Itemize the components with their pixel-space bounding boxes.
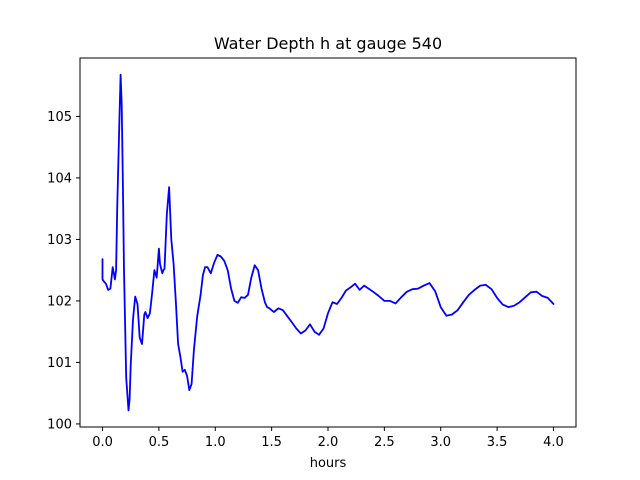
chart-title: Water Depth h at gauge 540 bbox=[214, 34, 442, 53]
x-tick-label: 4.0 bbox=[543, 435, 564, 450]
y-tick-label: 103 bbox=[47, 233, 72, 248]
x-tick-label: 2.0 bbox=[318, 435, 339, 450]
y-tick-label: 104 bbox=[47, 171, 72, 186]
x-tick-label: 3.0 bbox=[430, 435, 451, 450]
x-tick-label: 3.5 bbox=[487, 435, 508, 450]
x-tick-label: 0.0 bbox=[92, 435, 113, 450]
plot-frame bbox=[79, 57, 577, 428]
x-axis: 0.0 0.5 1.0 1.5 2.0 2.5 3.0 3.5 4.0 bbox=[92, 427, 564, 450]
y-tick-label: 102 bbox=[47, 294, 72, 309]
y-tick-label: 105 bbox=[47, 110, 72, 125]
y-tick-label: 101 bbox=[47, 356, 72, 371]
y-tick-label: 100 bbox=[47, 417, 72, 432]
x-tick-label: 1.0 bbox=[205, 435, 226, 450]
water-depth-series-line bbox=[101, 73, 555, 412]
x-axis-label: hours bbox=[310, 456, 347, 471]
x-tick-label: 2.5 bbox=[374, 435, 395, 450]
plot-area bbox=[101, 73, 555, 412]
x-tick-label: 0.5 bbox=[149, 435, 170, 450]
y-axis: 100 101 102 103 104 105 bbox=[47, 110, 80, 432]
x-tick-label: 1.5 bbox=[261, 435, 282, 450]
